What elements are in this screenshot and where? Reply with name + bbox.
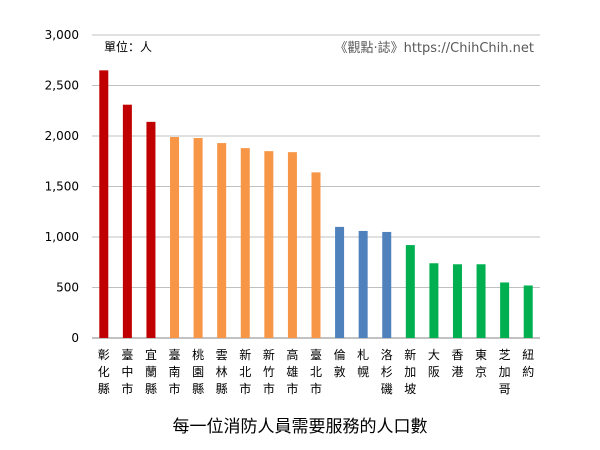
x-category-label: 東京 bbox=[475, 348, 487, 379]
watermark-text: 《觀點‧誌》https://ChihChih.net bbox=[334, 40, 534, 56]
x-category-label: 倫敦 bbox=[334, 348, 346, 379]
y-tick-label: 1,000 bbox=[45, 230, 79, 244]
chart-caption: 每一位消防人員需要服務的人口數 bbox=[172, 417, 428, 437]
bar bbox=[122, 104, 132, 338]
bar bbox=[335, 226, 345, 338]
bar bbox=[358, 230, 368, 338]
x-axis-category-labels: 彰化縣臺中市宜蘭縣臺南市桃園縣雲林縣新北市新竹市高雄市臺北市倫敦札幌洛杉磯新加坡… bbox=[98, 347, 534, 396]
bar bbox=[217, 143, 227, 338]
x-category-label: 洛杉磯 bbox=[381, 347, 393, 396]
x-category-label: 新加坡 bbox=[404, 347, 416, 396]
x-category-label: 雲林縣 bbox=[216, 348, 228, 396]
bar bbox=[170, 137, 180, 338]
bars bbox=[99, 70, 533, 338]
x-category-label: 高雄市 bbox=[286, 347, 298, 396]
x-category-label: 彰化縣 bbox=[98, 347, 110, 396]
bar bbox=[311, 172, 321, 338]
x-category-label: 臺中市 bbox=[121, 347, 133, 396]
bar bbox=[264, 151, 274, 338]
bar bbox=[382, 231, 392, 338]
y-axis-tick-labels: 0 500 1,000 1,500 2,000 2,500 3,000 bbox=[45, 28, 79, 345]
bar bbox=[523, 285, 533, 338]
x-category-label: 桃園縣 bbox=[192, 347, 204, 396]
x-category-label: 大阪 bbox=[428, 348, 440, 379]
bar bbox=[99, 70, 109, 338]
y-tick-label: 500 bbox=[56, 281, 79, 295]
bar bbox=[405, 245, 415, 338]
y-tick-label: 2,500 bbox=[45, 79, 79, 93]
bar bbox=[240, 148, 250, 338]
y-tick-label: 1,500 bbox=[45, 180, 79, 194]
bar bbox=[500, 282, 510, 338]
bar bbox=[287, 152, 297, 338]
x-category-label: 札幌 bbox=[357, 348, 369, 379]
y-tick-label: 3,000 bbox=[45, 28, 79, 42]
unit-note: 單位：人 bbox=[104, 39, 152, 54]
x-category-label: 臺南市 bbox=[169, 347, 181, 396]
bar bbox=[476, 264, 486, 338]
bar bbox=[429, 263, 439, 338]
y-tick-label: 0 bbox=[71, 331, 79, 345]
bar bbox=[193, 138, 203, 338]
y-tick-label: 2,000 bbox=[45, 129, 79, 143]
x-category-label: 宜蘭縣 bbox=[145, 347, 157, 396]
bar bbox=[146, 121, 156, 338]
x-category-label: 紐約 bbox=[522, 348, 534, 379]
x-category-label: 芝加哥 bbox=[499, 347, 511, 396]
bar bbox=[452, 264, 462, 338]
x-category-label: 臺北市 bbox=[310, 347, 322, 396]
x-category-label: 新竹市 bbox=[263, 347, 275, 396]
x-category-label: 新北市 bbox=[239, 347, 251, 396]
x-category-label: 香港 bbox=[451, 348, 463, 379]
